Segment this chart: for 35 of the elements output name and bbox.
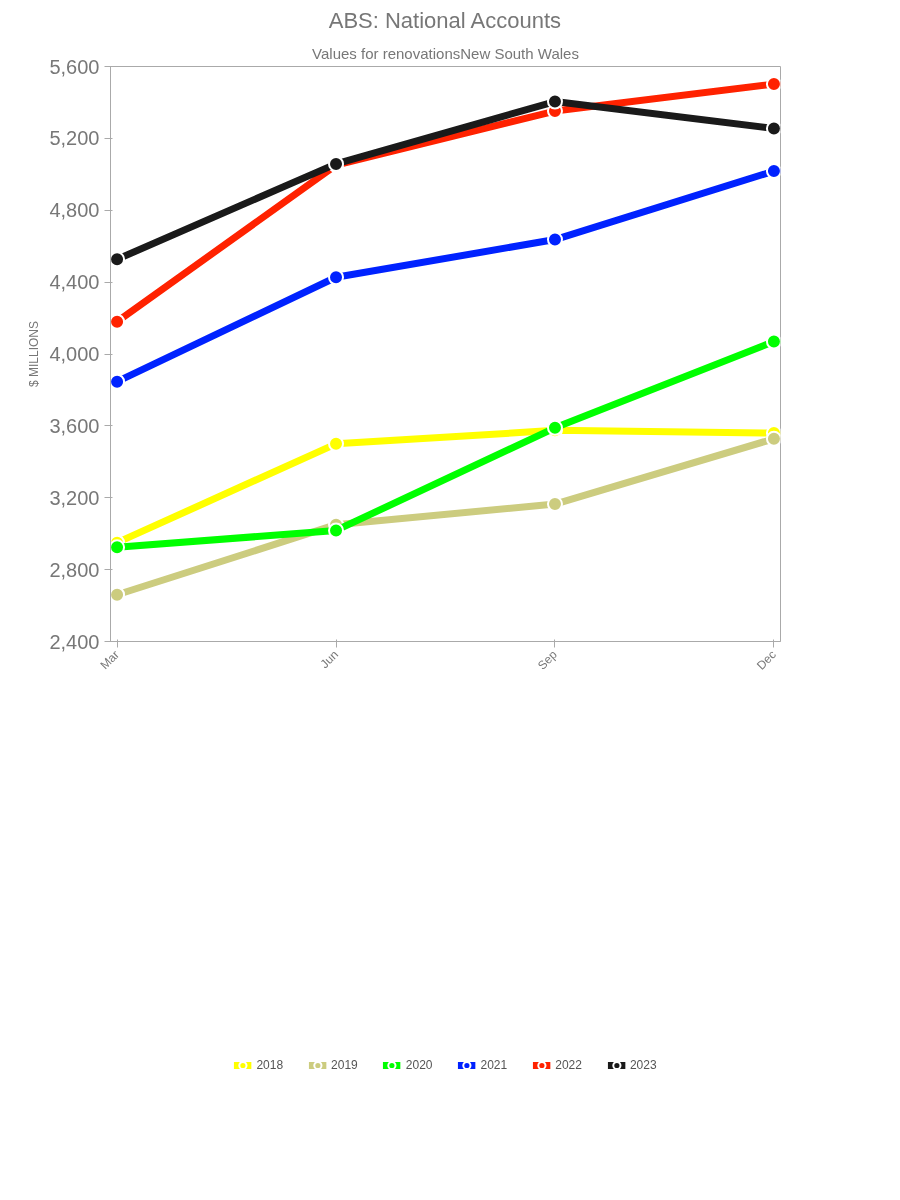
x-tick-label: Mar	[97, 647, 123, 673]
point	[765, 430, 781, 447]
point	[765, 120, 781, 137]
point	[765, 333, 781, 350]
point	[110, 373, 126, 390]
point	[328, 435, 345, 452]
legend-label: 2021	[480, 1058, 508, 1072]
x-tick-label: Jun	[317, 647, 341, 672]
y-tick-label: 2,400	[49, 630, 100, 653]
point	[110, 586, 126, 603]
legend-label: 2022	[555, 1058, 582, 1072]
chart-title: ABS: National Accounts	[328, 7, 562, 33]
x-tick-label: Sep	[534, 647, 561, 673]
point	[328, 522, 345, 539]
y-tick-label: 4,000	[49, 343, 100, 365]
y-axis-title: $ MILLIONS	[27, 320, 42, 388]
y-tick-label: 2,800	[49, 558, 100, 581]
y-tick-label: 5,200	[49, 127, 100, 150]
y-tick-label: 3,200	[49, 486, 100, 509]
point	[546, 231, 563, 248]
point	[110, 313, 126, 330]
chart-subtitle: Values for renovationsNew South Wales	[312, 44, 579, 62]
point	[110, 251, 126, 268]
legend-label: 2020	[405, 1058, 433, 1072]
point	[328, 269, 345, 286]
legend-label: 2023	[629, 1058, 657, 1072]
y-tick-label: 5,600	[49, 55, 100, 78]
y-tick-label: 4,800	[49, 199, 100, 222]
point	[110, 539, 126, 556]
legend-label: 2018	[256, 1058, 284, 1072]
y-tick-label: 4,400	[49, 271, 100, 294]
y-tick-label: 3,600	[49, 414, 100, 437]
x-tick-label: Dec	[753, 647, 779, 673]
point	[546, 93, 563, 110]
legend-label: 2019	[331, 1058, 358, 1072]
